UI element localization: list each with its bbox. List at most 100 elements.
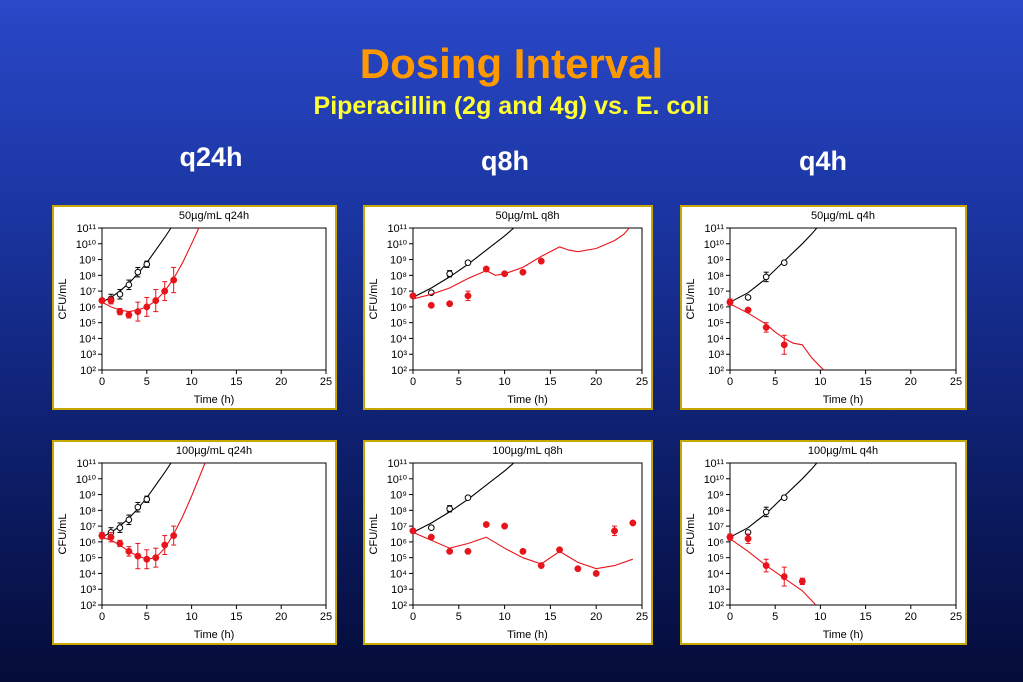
y-tick-label: 10⁸: [390, 505, 407, 517]
control-point: [464, 259, 472, 267]
control-fit-curve: [102, 463, 172, 538]
treated-point: [143, 555, 151, 563]
y-axis-label: CFU/mL: [368, 279, 380, 320]
control-point: [134, 503, 142, 511]
y-tick-label: 10⁴: [79, 568, 96, 580]
control-point: [780, 494, 788, 502]
control-point: [446, 270, 453, 278]
x-tick-label: 0: [727, 376, 733, 388]
chart-panel-100-q4h: 100µg/mL q4h 0 5 10 15 20 25 10² 10³ 10⁴ 10⁵ 10⁶ 10⁷…: [680, 440, 967, 645]
y-tick-label: 10⁵: [390, 318, 407, 330]
treated-point: [537, 257, 545, 265]
control-point: [780, 259, 788, 267]
treated-point: [726, 298, 734, 306]
y-axis-label: CFU/mL: [57, 514, 69, 555]
y-axis-label: CFU/mL: [685, 279, 697, 320]
treated-point: [780, 341, 788, 349]
y-axis-label: CFU/mL: [685, 514, 697, 555]
chart-panel-100-q8h: 100µg/mL q8h 0 5 10 15 20 25 10² 10³ 10⁴ 10⁵ 10⁶ 10⁷…: [363, 440, 653, 645]
treated-point: [116, 308, 124, 316]
y-tick-label: 10²: [391, 365, 407, 377]
treated-point: [409, 527, 417, 535]
y-tick-label: 10²: [80, 600, 96, 612]
treated-point: [427, 301, 435, 309]
x-tick-label: 15: [230, 611, 242, 623]
treated-point: [143, 303, 151, 311]
y-tick-label: 10⁹: [707, 490, 724, 502]
y-tick-label: 10⁶: [390, 537, 407, 549]
x-tick-label: 10: [498, 376, 510, 388]
y-tick-label: 10⁹: [79, 490, 96, 502]
y-tick-label: 10⁷: [391, 286, 407, 298]
treated-point: [611, 527, 618, 535]
x-tick-label: 25: [636, 611, 648, 623]
treated-point: [482, 521, 490, 528]
x-tick-label: 5: [144, 376, 150, 388]
y-tick-label: 10⁶: [707, 302, 724, 314]
x-tick-label: 25: [320, 611, 332, 623]
x-tick-label: 20: [275, 611, 287, 623]
treated-point: [519, 547, 527, 555]
control-point: [464, 494, 472, 502]
treated-point: [592, 569, 600, 577]
treated-fit-curve: [730, 303, 825, 370]
treated-point: [170, 532, 178, 540]
x-tick-label: 25: [636, 376, 648, 388]
x-tick-label: 0: [410, 611, 416, 623]
y-tick-label: 10⁹: [79, 255, 96, 267]
y-tick-label: 10⁵: [707, 318, 724, 330]
treated-point: [574, 565, 582, 573]
y-tick-label: 10⁴: [390, 568, 407, 580]
y-tick-label: 10⁸: [707, 270, 724, 282]
treated-fit-curve: [102, 228, 200, 313]
x-tick-label: 0: [727, 611, 733, 623]
x-tick-label: 10: [814, 376, 826, 388]
treated-point: [464, 547, 472, 555]
y-tick-label: 10²: [708, 600, 724, 612]
y-tick-label: 10⁵: [390, 553, 407, 565]
treated-point: [446, 547, 454, 555]
x-axis-label: Time (h): [194, 394, 235, 406]
x-axis-label: Time (h): [823, 394, 864, 406]
chart-title: 50µg/mL q8h: [495, 210, 559, 222]
chart-svg: 100µg/mL q8h 0 5 10 15 20 25 10² 10³ 10⁴ 10⁵ 10⁶ 10⁷…: [368, 445, 648, 641]
x-tick-label: 0: [99, 611, 105, 623]
y-tick-label: 10⁴: [707, 333, 724, 345]
y-tick-label: 10¹⁰: [76, 239, 97, 251]
y-tick-label: 10¹⁰: [387, 474, 408, 486]
y-tick-label: 10⁴: [707, 568, 724, 580]
treated-point: [501, 270, 509, 278]
control-fit-curve: [413, 228, 515, 298]
control-point: [428, 524, 435, 531]
treated-point: [116, 540, 124, 547]
treated-point: [409, 292, 417, 300]
y-tick-label: 10⁵: [707, 553, 724, 565]
y-tick-label: 10⁵: [79, 318, 96, 330]
y-tick-label: 10⁸: [79, 505, 96, 517]
treated-point: [134, 552, 142, 560]
x-tick-label: 20: [590, 611, 602, 623]
control-point: [116, 524, 124, 531]
plot-frame: [729, 462, 957, 606]
y-tick-label: 10¹¹: [387, 223, 407, 235]
treated-point: [134, 308, 142, 316]
x-tick-label: 25: [950, 376, 962, 388]
y-tick-label: 10³: [391, 584, 407, 596]
y-tick-label: 10⁷: [80, 521, 96, 533]
x-tick-label: 0: [99, 376, 105, 388]
x-tick-label: 5: [772, 611, 778, 623]
x-tick-label: 5: [144, 611, 150, 623]
y-tick-label: 10⁸: [707, 505, 724, 517]
control-point: [125, 516, 133, 524]
treated-point: [107, 297, 115, 305]
x-tick-label: 15: [544, 376, 556, 388]
chart-svg: 50µg/mL q24h 0 5 10 15 20 25 10² 10³ 10⁴ 10⁵ 10⁶ 10⁷…: [57, 210, 332, 406]
treated-point: [125, 311, 133, 319]
plot-frame: [101, 462, 327, 606]
x-tick-label: 25: [950, 611, 962, 623]
chart-title: 50µg/mL q24h: [179, 210, 249, 222]
y-tick-label: 10⁷: [391, 521, 407, 533]
treated-point: [161, 287, 169, 295]
chart-svg: 50µg/mL q4h 0 5 10 15 20 25 10² 10³ 10⁴ 10⁵ 10⁶ 10⁷ 1…: [685, 210, 962, 406]
y-tick-label: 10⁷: [708, 286, 724, 298]
